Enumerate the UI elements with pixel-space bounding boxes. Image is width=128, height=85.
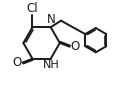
Text: N: N xyxy=(47,13,56,26)
Text: NH: NH xyxy=(43,60,60,70)
Text: Cl: Cl xyxy=(27,2,38,15)
Text: O: O xyxy=(70,40,80,53)
Text: O: O xyxy=(13,56,22,69)
